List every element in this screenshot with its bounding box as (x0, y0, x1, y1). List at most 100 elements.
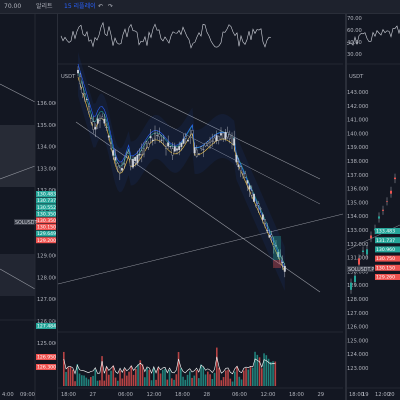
right-price-label: 140.000 (347, 131, 368, 137)
middle-channel-mid (87, 83, 321, 205)
right-time-label: 19 (362, 392, 369, 398)
right-symbol-tag-bg (347, 266, 374, 272)
right-candle-body (386, 201, 388, 202)
middle-candle-body (160, 139, 163, 141)
middle-volume-bar (153, 367, 155, 386)
middle-volume-bar (157, 367, 160, 386)
left-price-tag: 129.200 (37, 238, 56, 244)
middle-volume-bar (240, 379, 243, 386)
middle-candle-body (180, 142, 183, 147)
middle-candle-body (99, 118, 101, 121)
middle-candle-body (266, 230, 269, 232)
chart-toolbar: 70.00 알리트 15 리플레이 ↶ ↷ (0, 0, 400, 14)
middle-candle-body (110, 143, 112, 149)
toolbar-item-alert[interactable]: 알리트 (36, 3, 53, 10)
right-candle-body (382, 209, 384, 211)
middle-candle-body (231, 135, 233, 144)
undo-icon[interactable]: ↶ (98, 3, 104, 10)
middle-candle-body (147, 143, 150, 148)
middle-candle-body (125, 155, 128, 157)
middle-candle-body (77, 69, 79, 74)
left-symbol-tag-bg (14, 219, 35, 225)
middle-candle-body (96, 118, 99, 124)
right-candle-body (366, 249, 368, 255)
right-price-tag: 130.750 (376, 256, 395, 262)
left-price-tag-bg (36, 323, 56, 329)
middle-candle-body (209, 139, 211, 143)
middle-volume-bar (110, 370, 112, 386)
middle-volume-bar (207, 371, 209, 386)
middle-candle-body (129, 158, 132, 167)
middle-volume-bar (180, 368, 182, 386)
middle-usdt-label: USDT (61, 74, 76, 80)
middle-candle-body (222, 132, 225, 139)
left-chart-pane[interactable]: 136.000135.000134.000133.000132.000131.0… (0, 14, 56, 400)
middle-candle-body (275, 245, 277, 247)
middle-volume-bar (258, 357, 261, 386)
middle-volume-bar (148, 370, 151, 386)
right-price-label: 136.000 (347, 187, 368, 193)
middle-volume-bar (146, 367, 148, 386)
middle-volume-bar (103, 380, 106, 386)
middle-volume-bar (139, 360, 142, 386)
middle-candle-body (228, 134, 231, 140)
middle-candle-body (255, 205, 258, 208)
middle-candle-body (215, 135, 218, 141)
right-candle-body (350, 282, 352, 290)
right-candle-body (358, 258, 360, 265)
middle-chart-pane[interactable]: USDT 18:00 27 06:00 12:00 18:00 28 06:00 12:00 1… (57, 14, 343, 400)
middle-volume-bar (267, 358, 270, 386)
middle-volume-bar (245, 368, 247, 386)
middle-candle-body (143, 148, 145, 155)
right-price-label: 131.000 (347, 256, 368, 262)
middle-volume-bar (186, 374, 189, 386)
redo-icon[interactable]: ↷ (108, 3, 114, 10)
middle-volume-bar (114, 377, 117, 386)
middle-candle-body (202, 149, 205, 150)
middle-volume-bar (90, 377, 92, 386)
middle-volume-bar (213, 372, 216, 386)
left-highlight-zone (0, 125, 35, 187)
middle-candle-body (195, 149, 198, 157)
left-price-tag-bg (36, 204, 56, 211)
middle-volume-bar (99, 380, 101, 386)
middle-candle-body (176, 148, 178, 151)
middle-candle-body (83, 93, 86, 95)
middle-volume-bar (130, 365, 133, 386)
toolbar-item-rsi[interactable]: 70.00 (4, 3, 22, 10)
middle-volume-bar (85, 377, 88, 386)
middle-volume-bar (261, 368, 263, 386)
middle-candle-body (200, 146, 203, 150)
left-price-tag: 126.950 (37, 355, 56, 361)
toolbar-item-replay[interactable]: 15 리플레이 (64, 3, 96, 10)
left-trendline-3 (0, 268, 36, 290)
middle-candle-body (277, 252, 280, 257)
middle-time-label: 18:00 (61, 392, 76, 398)
right-rsi-line (347, 25, 400, 46)
middle-volume-bar (72, 369, 74, 386)
middle-candle-body (145, 141, 148, 144)
right-price-label: 141.000 (347, 118, 368, 124)
middle-volume-bar (141, 364, 144, 386)
middle-candle-body (237, 164, 240, 168)
middle-candle-body (187, 140, 189, 142)
middle-volume-bar (184, 379, 187, 386)
right-price-label: 124.000 (347, 352, 368, 358)
middle-candle-body (92, 121, 95, 130)
right-price-tag: 129.260 (376, 275, 395, 281)
middle-volume-bar (231, 381, 234, 386)
middle-candle-body (211, 140, 214, 142)
right-chart-pane[interactable]: 70.00 60.00 40.00 30.00 USDT 143.000 142.000… (345, 14, 400, 400)
right-price-label: 123.000 (347, 366, 368, 372)
right-candle-body (354, 275, 356, 283)
right-price-tag-bg (375, 274, 400, 280)
left-price-tag: 130.350 (37, 211, 56, 217)
middle-candle-body (259, 208, 262, 210)
left-price-tag-bg (36, 364, 56, 370)
middle-candle-body (121, 168, 123, 171)
middle-candle-body (118, 167, 121, 173)
middle-volume-bar (65, 371, 67, 386)
middle-channel-lower (75, 121, 321, 293)
middle-candle-body (151, 139, 154, 141)
middle-volume-bar (202, 367, 205, 386)
